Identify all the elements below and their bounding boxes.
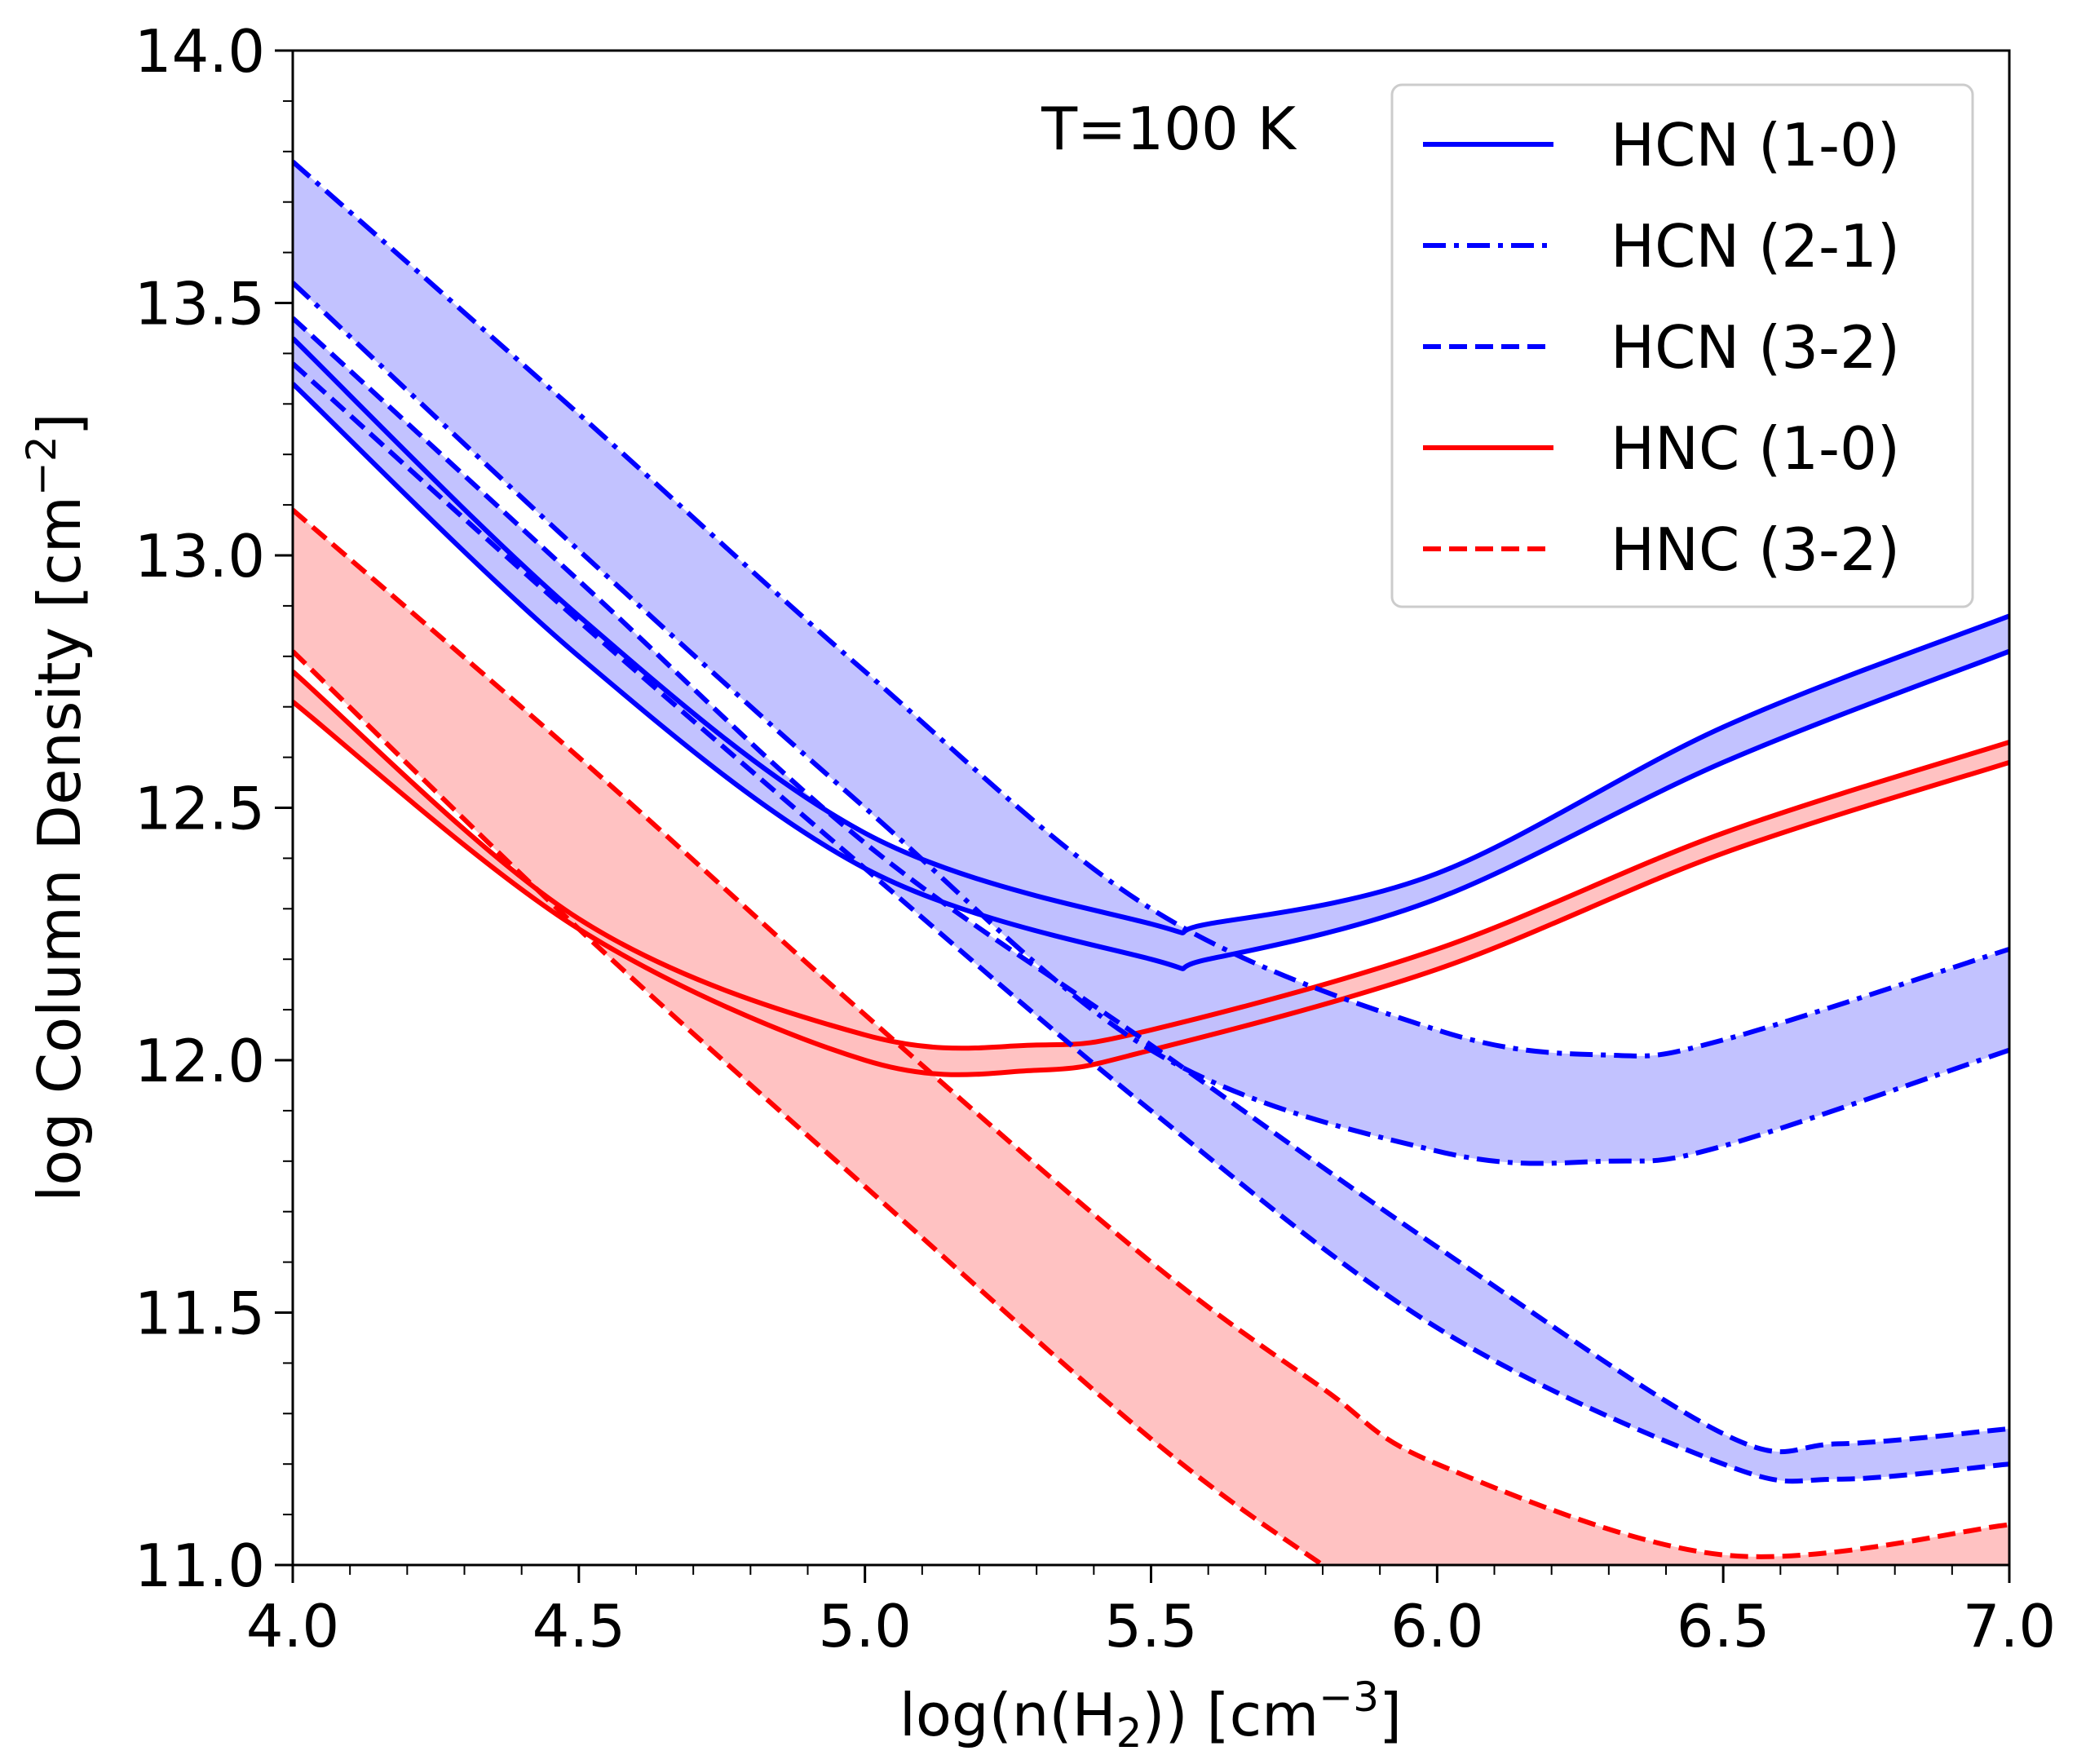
line-hnc-3-2-upper: [293, 508, 2009, 1559]
legend-label-hcn-1-0: HCN (1-0): [1611, 111, 1900, 179]
legend-label-hnc-3-2: HNC (3-2): [1611, 515, 1900, 584]
legend-label-hcn-3-2: HCN (3-2): [1611, 313, 1900, 382]
y-tick-label: 11.5: [135, 1280, 265, 1348]
x-tick-label: 5.0: [818, 1592, 912, 1660]
line-hcn-1-0-upper: [293, 336, 2009, 935]
line-hnc-1-0-upper: [293, 670, 2009, 1051]
band-hnc-3-2: [293, 510, 2009, 1565]
band-hcn-2-1: [293, 161, 2009, 1164]
y-tick-label: 13.5: [135, 270, 265, 338]
legend-label-hcn-2-1: HCN (2-1): [1611, 212, 1900, 281]
legend: HCN (1-0) HCN (2-1) HCN (3-2) HNC (1-0) HNC …: [1390, 83, 1974, 608]
y-tick-label: 12.5: [135, 775, 265, 843]
x-tick-label: 4.5: [533, 1592, 626, 1660]
y-tick-label: 13.0: [135, 522, 265, 590]
x-tick-label: 6.5: [1677, 1592, 1770, 1660]
y-tick-label: 12.0: [135, 1027, 265, 1095]
y-tick-label: 14.0: [135, 17, 265, 86]
line-hnc-1-0-lower: [293, 700, 2009, 1077]
band-hcn-1-0: [293, 338, 2009, 969]
legend-box: [1390, 83, 1974, 608]
line-hcn-1-0-lower: [293, 382, 2009, 971]
y-axis-label: log Column Density [cm−2]: [18, 413, 94, 1202]
legend-label-hnc-1-0: HNC (1-0): [1611, 414, 1900, 483]
series-lines: [293, 159, 2009, 1565]
x-axis-label: log(n(H2)) [cm−3]: [899, 1673, 1402, 1757]
plot-frame: [291, 49, 2011, 1567]
line-hcn-2-1-lower: [293, 281, 2009, 1166]
x-tick-label: 4.0: [246, 1592, 340, 1660]
axis-ticks: 4.0 4.5 5.0 5.5 6.0 6.5 7.0 11.0 11.5 12.0 12.5 13.…: [135, 17, 2057, 1660]
y-tick-label: 11.0: [135, 1532, 265, 1600]
x-tick-label: 6.0: [1390, 1592, 1484, 1660]
temperature-annotation: T=100 K: [1041, 95, 1297, 163]
x-tick-label: 7.0: [1963, 1592, 2057, 1660]
x-tick-label: 5.5: [1104, 1592, 1198, 1660]
plot-area: [293, 159, 2009, 1565]
line-hcn-2-1-upper: [293, 159, 2009, 1059]
